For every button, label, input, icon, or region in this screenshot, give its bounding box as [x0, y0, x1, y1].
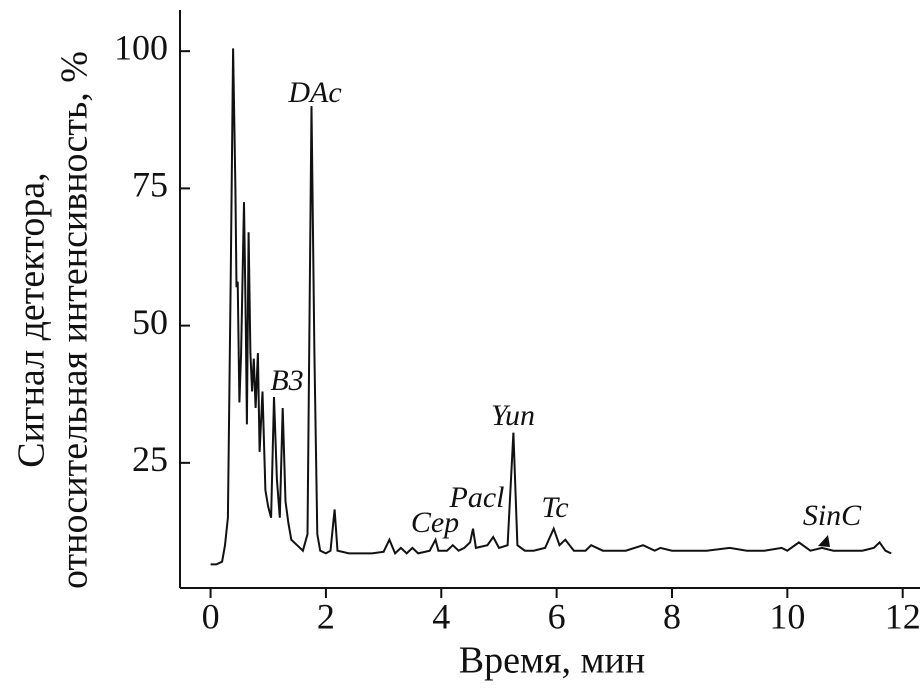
y-tick-label: 100	[114, 27, 168, 67]
x-tick-label: 10	[769, 596, 805, 636]
peak-label: B3	[270, 364, 303, 397]
arrow	[818, 535, 830, 547]
signal-line	[210, 48, 892, 566]
x-tick-label: 12	[885, 596, 921, 636]
y-axis-label: Сигнал детектора,	[11, 172, 53, 467]
x-tick-label: 0	[202, 596, 220, 636]
peak-label: Tc	[541, 491, 568, 524]
x-tick-label: 4	[432, 596, 450, 636]
y-tick-label: 50	[132, 302, 168, 342]
peak-label: DAc	[287, 76, 341, 109]
y-tick-label: 75	[132, 165, 168, 205]
peak-label: Pacl	[449, 481, 505, 514]
peak-label: SinC	[803, 499, 862, 532]
peak-label: Yun	[491, 399, 535, 432]
x-tick-label: 8	[663, 596, 681, 636]
peak-label: Cep	[411, 506, 459, 539]
y-axis-label: относительная интенсивность, %	[54, 51, 96, 589]
x-axis-label: Время, мин	[459, 640, 645, 682]
x-tick-label: 6	[548, 596, 566, 636]
y-tick-label: 25	[132, 439, 168, 479]
x-tick-label: 2	[317, 596, 335, 636]
